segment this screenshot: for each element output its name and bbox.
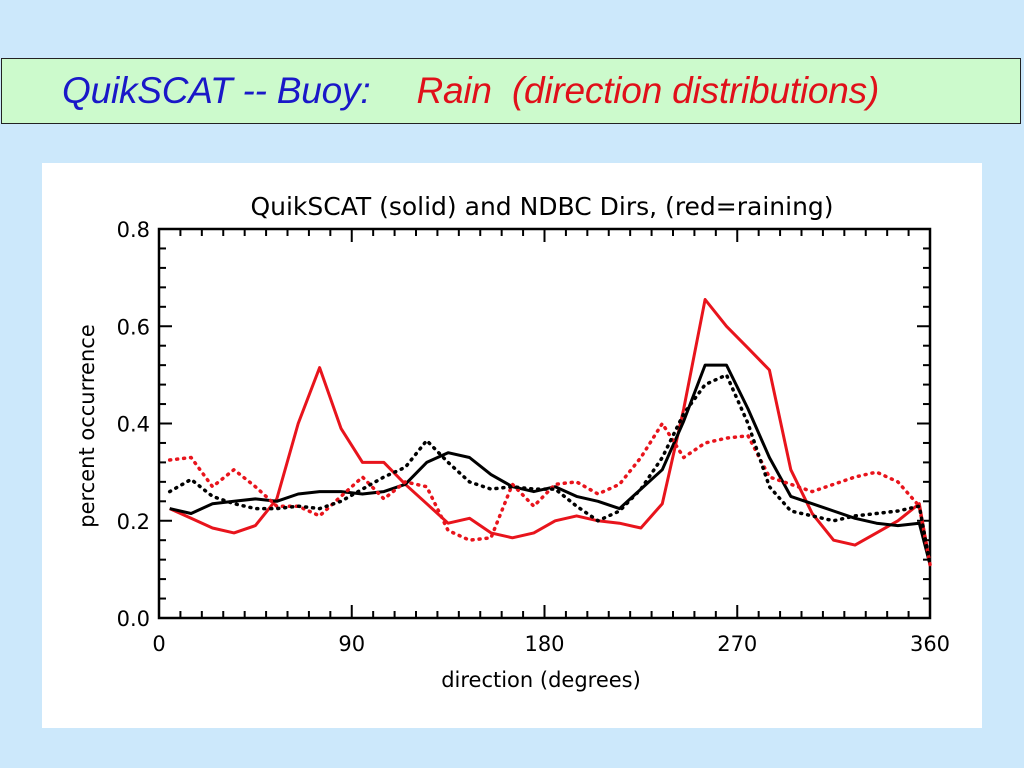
slide-title-right: Rain (direction distributions) [416, 70, 880, 111]
x-tick-label: 180 [524, 632, 564, 656]
series-line-solid-black [169, 363, 932, 565]
slide-title-left: QuikSCAT -- Buoy: [62, 70, 371, 111]
x-tick-label: 90 [338, 632, 365, 656]
series-line-solid-red [169, 298, 932, 565]
y-tick-label: 0.6 [117, 315, 150, 339]
y-tick-label: 0.2 [117, 510, 150, 534]
y-tick-label: 0.4 [117, 413, 150, 437]
x-tick-label: 0 [152, 632, 165, 656]
y-tick-label: 0.0 [117, 607, 150, 631]
slide-title-bar: QuikSCAT -- Buoy: Rain (direction distrib… [1, 58, 1021, 124]
series-line-dotted-black [167, 373, 932, 567]
direction-distribution-chart: QuikSCAT (solid) and NDBC Dirs, (red=rai… [75, 192, 950, 692]
plot-area: 0 90 180 270 360 0.0 0.2 0.4 0.6 0.8 [117, 218, 950, 656]
x-tick-label: 360 [910, 632, 950, 656]
x-axis-label: direction (degrees) [441, 668, 641, 692]
slide-title: QuikSCAT -- Buoy: Rain (direction distrib… [62, 70, 879, 112]
x-tick-label: 270 [717, 632, 757, 656]
plot-frame [157, 227, 932, 620]
chart-panel: QuikSCAT (solid) and NDBC Dirs, (red=rai… [42, 163, 982, 728]
series-line-dotted-red [167, 421, 932, 567]
y-tick-label: 0.8 [117, 218, 150, 242]
chart-title: QuikSCAT (solid) and NDBC Dirs, (red=rai… [250, 192, 833, 221]
y-axis-label: percent occurrence [75, 324, 99, 528]
